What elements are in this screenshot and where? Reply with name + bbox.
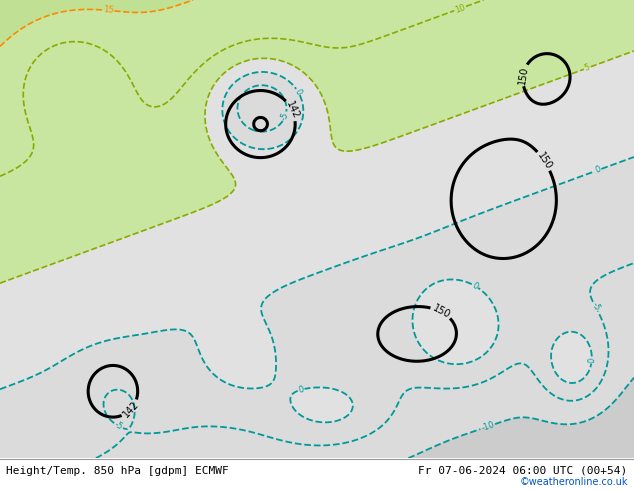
Text: Fr 07-06-2024 06:00 UTC (00+54): Fr 07-06-2024 06:00 UTC (00+54) <box>418 466 628 476</box>
Text: -10: -10 <box>480 420 496 433</box>
Text: 5: 5 <box>583 63 592 73</box>
Text: ©weatheronline.co.uk: ©weatheronline.co.uk <box>519 477 628 488</box>
Text: 0: 0 <box>587 357 597 363</box>
Text: 0: 0 <box>470 281 479 291</box>
Text: -5: -5 <box>113 420 124 432</box>
Text: 15: 15 <box>103 5 113 15</box>
Text: Height/Temp. 850 hPa [gdpm] ECMWF: Height/Temp. 850 hPa [gdpm] ECMWF <box>6 466 229 476</box>
Text: 150: 150 <box>535 150 553 172</box>
Text: 142: 142 <box>283 100 301 121</box>
Text: -5: -5 <box>280 111 291 122</box>
Text: 0: 0 <box>594 165 602 175</box>
Text: -5: -5 <box>590 301 601 312</box>
Text: 10: 10 <box>454 2 467 15</box>
Text: 0: 0 <box>293 87 303 97</box>
Text: 142: 142 <box>121 399 141 419</box>
Text: 150: 150 <box>517 65 529 85</box>
Text: 150: 150 <box>430 303 451 320</box>
Text: 0: 0 <box>297 385 305 395</box>
